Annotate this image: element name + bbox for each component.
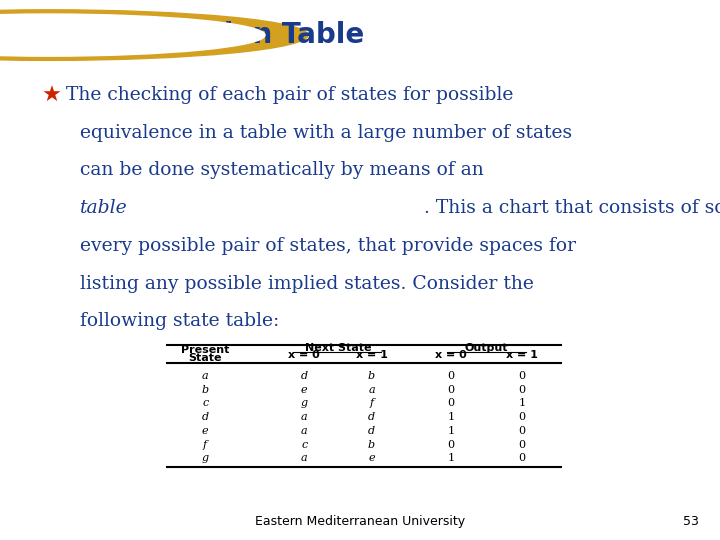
Text: x = 1: x = 1 (356, 350, 387, 360)
Text: 0: 0 (447, 371, 454, 381)
Text: e: e (368, 454, 375, 463)
Text: g: g (202, 454, 209, 463)
Text: b: b (202, 384, 209, 395)
Text: 0: 0 (518, 426, 526, 436)
Text: 1: 1 (518, 399, 526, 408)
Text: a: a (301, 454, 307, 463)
Text: 53: 53 (683, 515, 698, 528)
Text: 0: 0 (447, 384, 454, 395)
Text: equivalence in a table with a large number of states: equivalence in a table with a large numb… (80, 124, 572, 141)
Text: x = 0: x = 0 (288, 350, 320, 360)
Text: every possible pair of states, that provide spaces for: every possible pair of states, that prov… (80, 237, 576, 255)
Text: can be done systematically by means of an: can be done systematically by means of a… (80, 161, 490, 179)
Text: . This a chart that consists of squares, one for: . This a chart that consists of squares,… (424, 199, 720, 217)
Text: 1: 1 (447, 426, 454, 436)
Text: ★: ★ (41, 86, 61, 106)
Text: 0: 0 (447, 399, 454, 408)
Text: f: f (369, 399, 374, 408)
Text: x = 0: x = 0 (435, 350, 467, 360)
Text: State: State (189, 353, 222, 363)
Text: x = 1: x = 1 (506, 350, 538, 360)
Text: a: a (202, 371, 209, 381)
Text: Present: Present (181, 345, 230, 355)
Text: listing any possible implied states. Consider the: listing any possible implied states. Con… (80, 275, 534, 293)
Text: 0: 0 (447, 440, 454, 450)
Text: The checking of each pair of states for possible: The checking of each pair of states for … (66, 86, 513, 104)
Circle shape (0, 5, 351, 65)
Text: Next State: Next State (305, 343, 371, 353)
Text: Eastern Mediterranean University: Eastern Mediterranean University (255, 515, 465, 528)
Text: a: a (368, 384, 375, 395)
Text: e: e (301, 384, 307, 395)
Text: d: d (368, 412, 375, 422)
Circle shape (0, 14, 265, 56)
Text: 0: 0 (518, 440, 526, 450)
Text: following state table:: following state table: (80, 313, 279, 330)
Text: 0: 0 (518, 384, 526, 395)
Text: a: a (301, 412, 307, 422)
Text: Implication Table: Implication Table (97, 21, 364, 49)
Text: Output: Output (464, 343, 508, 353)
Text: d: d (301, 371, 307, 381)
Text: a: a (301, 426, 307, 436)
Circle shape (0, 10, 308, 60)
Text: d: d (368, 426, 375, 436)
Text: f: f (203, 440, 207, 450)
Text: 0: 0 (518, 454, 526, 463)
Text: 0: 0 (518, 412, 526, 422)
Text: table: table (80, 199, 128, 217)
Text: 0: 0 (518, 371, 526, 381)
Text: g: g (301, 399, 307, 408)
Text: b: b (368, 440, 375, 450)
Text: d: d (202, 412, 209, 422)
Text: c: c (301, 440, 307, 450)
Text: 1: 1 (447, 412, 454, 422)
Text: c: c (202, 399, 208, 408)
Text: 1: 1 (447, 454, 454, 463)
Text: e: e (202, 426, 209, 436)
Text: b: b (368, 371, 375, 381)
